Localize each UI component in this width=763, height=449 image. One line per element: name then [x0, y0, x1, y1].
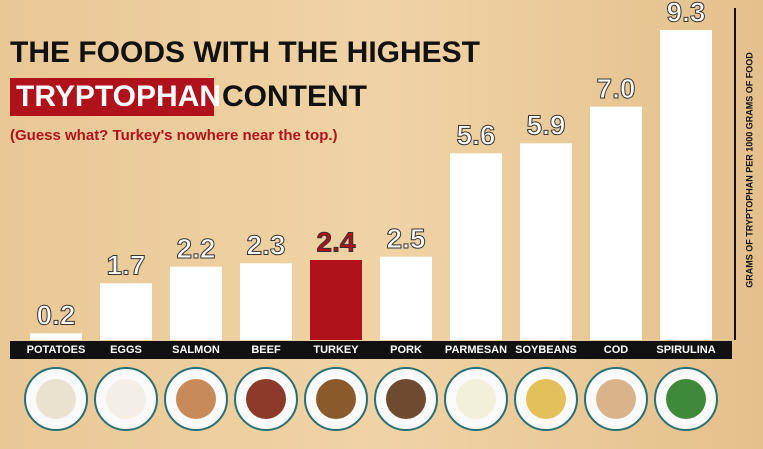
chart-title-highlight: TRYPTOPHAN — [16, 80, 221, 113]
x-tick-label: POTATOES — [27, 344, 86, 356]
food — [456, 379, 496, 419]
value-label: 5.6 — [457, 120, 496, 151]
food — [596, 379, 636, 419]
x-tick-label: SOYBEANS — [515, 344, 577, 356]
x-tick-label: BEEF — [251, 344, 281, 356]
value-label: 2.5 — [387, 223, 426, 254]
x-tick-label: TURKEY — [313, 344, 359, 356]
food — [246, 379, 286, 419]
value-label: 2.2 — [177, 233, 216, 264]
food — [36, 379, 76, 419]
chart-title: THE FOODS WITH THE HIGHEST — [10, 36, 480, 69]
bar — [590, 106, 642, 341]
x-tick-label: EGGS — [110, 344, 142, 356]
bar — [310, 260, 362, 340]
value-label: 2.3 — [247, 230, 286, 261]
bar — [520, 143, 572, 340]
value-label: 9.3 — [667, 0, 706, 27]
x-tick-label: COD — [604, 344, 629, 356]
food — [386, 379, 426, 419]
value-label: 7.0 — [597, 73, 636, 104]
value-label: 0.2 — [37, 300, 76, 331]
value-label: 1.7 — [107, 250, 146, 281]
x-tick-label: PARMESAN — [445, 344, 507, 356]
food — [316, 379, 356, 419]
bar — [100, 283, 152, 340]
bar — [660, 30, 712, 340]
bar — [450, 153, 502, 340]
bar — [30, 333, 82, 340]
bar — [380, 256, 432, 340]
x-tick-label: PORK — [390, 344, 422, 356]
x-tick-label: SALMON — [172, 344, 220, 356]
y-axis-label: GRAMS OF TRYPTOPHAN PER 1000 GRAMS OF FO… — [744, 52, 754, 288]
bar — [170, 266, 222, 340]
chart-subtitle: (Guess what? Turkey's nowhere near the t… — [10, 127, 338, 144]
food — [106, 379, 146, 419]
x-tick-label: SPIRULINA — [656, 344, 715, 356]
value-label: 5.9 — [527, 110, 566, 141]
bar — [240, 263, 292, 340]
title-highlight-box — [10, 78, 214, 116]
food — [176, 379, 216, 419]
food — [666, 379, 706, 419]
food — [526, 379, 566, 419]
category-strip — [10, 341, 732, 359]
chart-title-end: CONTENT — [222, 80, 367, 113]
value-label: 2.4 — [317, 226, 356, 257]
